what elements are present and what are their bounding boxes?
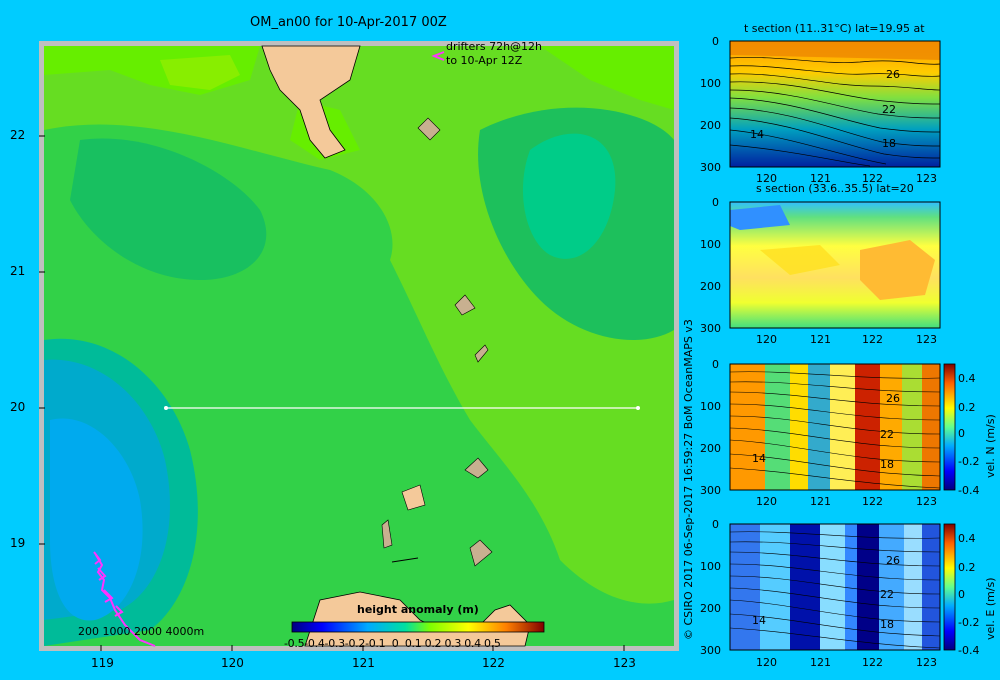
panel-xtick: 121	[810, 656, 831, 669]
map-panel	[39, 41, 679, 651]
cb-tick: -0.4	[958, 484, 980, 497]
contour-label: 14	[752, 452, 766, 465]
lon-tick: 121	[352, 656, 375, 670]
lon-tick: 122	[482, 656, 505, 670]
lon-tick: 119	[91, 656, 114, 670]
contour-label: 22	[880, 428, 894, 441]
panel-xtick: 121	[810, 172, 831, 185]
cb-tick: 0	[958, 427, 965, 440]
cb-tick: -0.4	[958, 644, 980, 657]
drifter-track	[95, 554, 156, 647]
contour-label: 14	[752, 614, 766, 627]
map-title: OM_an00 for 10-Apr-2017 00Z	[250, 15, 447, 30]
panel-ytick: 100	[700, 560, 721, 573]
panel-ytick: 200	[700, 602, 721, 615]
cb-tick: 0.2	[958, 401, 976, 414]
vel-n-panel	[729, 363, 956, 491]
contour-label: 26	[886, 68, 900, 81]
panel-ytick: 0	[712, 518, 719, 531]
contour-label: 14	[750, 128, 764, 141]
lat-tick: 19	[10, 536, 26, 550]
credit-text: © CSIRO 2017 06-Sep-2017 16:59:27 BoM Oc…	[682, 319, 695, 640]
colorbar-ticks: -0.5-0.4-0.3-0.2-0.1 0 0.1 0.2 0.3 0.4 0…	[284, 637, 501, 650]
depth-legend: 200 1000 2000 4000m	[78, 625, 205, 638]
panel-ytick: 300	[700, 322, 721, 335]
panel-ytick: 200	[700, 119, 721, 132]
lat-tick: 22	[10, 128, 26, 142]
t-section-panel	[729, 40, 941, 168]
panel-xtick: 122	[862, 495, 883, 508]
lon-tick: 123	[613, 656, 636, 670]
lon-tick: 120	[221, 656, 244, 670]
t-section-title: t section (11..31°C) lat=19.95 at	[744, 22, 925, 35]
panel-xtick: 123	[916, 495, 937, 508]
contour-label: 22	[880, 588, 894, 601]
land-taiwan	[261, 45, 361, 159]
panel-xtick: 120	[756, 333, 777, 346]
panel-ytick: 300	[700, 161, 721, 174]
panel-ytick: 100	[700, 400, 721, 413]
height-colorbar	[291, 621, 545, 633]
panel-xtick: 123	[916, 333, 937, 346]
panel-ytick: 200	[700, 280, 721, 293]
panel-ytick: 200	[700, 442, 721, 455]
contour-label: 26	[886, 392, 900, 405]
panel-ytick: 300	[700, 644, 721, 657]
cb-tick: 0	[958, 588, 965, 601]
cb-tick: 0.2	[958, 561, 976, 574]
panel-ytick: 0	[712, 358, 719, 371]
panel-xtick: 120	[756, 495, 777, 508]
contour-label: 18	[882, 137, 896, 150]
s-section-title: s section (33.6..35.5) lat=20	[756, 182, 914, 195]
panel-xtick: 122	[862, 333, 883, 346]
cb-tick: -0.2	[958, 616, 980, 629]
panel-xtick: 120	[756, 172, 777, 185]
contour-label: 18	[880, 618, 894, 631]
cb-tick: -0.2	[958, 455, 980, 468]
contour-label: 18	[880, 458, 894, 471]
vel-e-panel	[729, 523, 956, 651]
panel-xtick: 123	[916, 656, 937, 669]
panel-xtick: 121	[810, 333, 831, 346]
cb-tick: 0.4	[958, 372, 976, 385]
vel-e-label: vel. E (m/s)	[984, 577, 997, 640]
contour-label: 22	[882, 103, 896, 116]
lat-tick: 21	[10, 264, 26, 278]
contour-label: 26	[886, 554, 900, 567]
panel-ytick: 0	[712, 35, 719, 48]
s-section-panel	[729, 201, 941, 329]
drifters-label-1: drifters 72h@12h	[446, 40, 543, 53]
panel-xtick: 121	[810, 495, 831, 508]
drifter-legend-arrow	[431, 51, 445, 61]
lat-tick: 20	[10, 400, 26, 414]
panel-xtick: 123	[916, 172, 937, 185]
colorbar-label: height anomaly (m)	[357, 603, 479, 616]
panel-xtick: 122	[862, 172, 883, 185]
vel-n-label: vel. N (m/s)	[984, 414, 997, 478]
panel-xtick: 122	[862, 656, 883, 669]
drifters-label-2: to 10-Apr 12Z	[446, 54, 523, 67]
panel-ytick: 300	[700, 484, 721, 497]
panel-ytick: 100	[700, 238, 721, 251]
panel-ytick: 100	[700, 77, 721, 90]
cb-tick: 0.4	[958, 532, 976, 545]
panel-ytick: 0	[712, 196, 719, 209]
panel-xtick: 120	[756, 656, 777, 669]
